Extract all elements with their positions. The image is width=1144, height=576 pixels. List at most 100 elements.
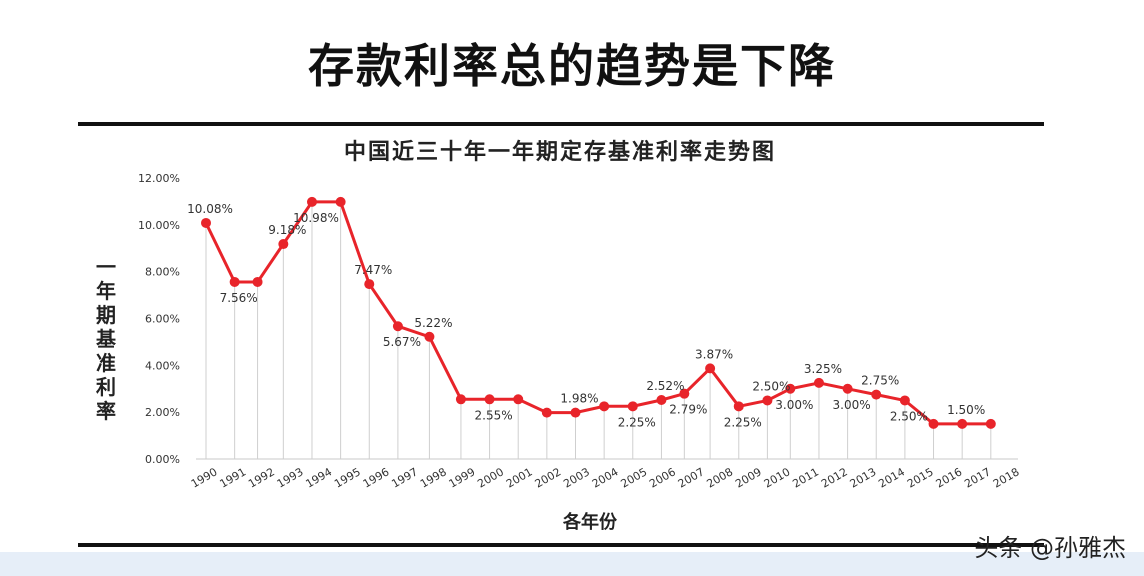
- data-point: [813, 377, 824, 388]
- data-label: 3.87%: [695, 347, 733, 361]
- bottom-band: [0, 552, 1144, 576]
- y-tick-label: 8.00%: [145, 266, 180, 279]
- data-markers: [201, 196, 996, 429]
- data-label: 2.25%: [724, 415, 762, 429]
- data-point: [785, 383, 796, 394]
- x-tick-label: 2002: [533, 465, 564, 490]
- x-tick-label: 1993: [275, 465, 306, 490]
- data-point: [364, 279, 375, 290]
- x-tick-label: 1992: [246, 465, 277, 490]
- x-tick-label: 2012: [819, 465, 850, 490]
- x-tick-label: 2005: [619, 465, 650, 490]
- data-label: 2.55%: [475, 408, 513, 422]
- data-point: [957, 418, 968, 429]
- data-label: 7.56%: [220, 291, 258, 305]
- x-tick-label: 2010: [762, 465, 793, 490]
- data-label: 2.79%: [669, 403, 707, 417]
- data-label: 1.50%: [947, 403, 985, 417]
- x-tick-label: 2004: [590, 465, 621, 490]
- data-label: 7.47%: [354, 263, 392, 277]
- data-labels: 10.08% 7.56% 9.18%10.98% 7.47% 5.67% 5.22% 2.5…: [187, 202, 985, 429]
- x-axis: 1990199119921993199419951996199719981999…: [189, 458, 1022, 491]
- bottom-divider: [78, 543, 1044, 547]
- data-point: [484, 394, 495, 405]
- data-point: [541, 407, 552, 418]
- y-axis: 0.00% 2.00% 4.00% 6.00% 8.00% 10.00% 12.00%: [138, 172, 180, 466]
- y-tick-label: 10.00%: [138, 219, 180, 232]
- x-tick-label: 2009: [733, 465, 764, 490]
- data-point: [842, 383, 853, 394]
- data-label: 3.00%: [775, 398, 813, 412]
- x-tick-label: 1995: [332, 465, 363, 490]
- data-label: 5.22%: [414, 316, 452, 330]
- x-tick-label: 2016: [934, 465, 965, 490]
- x-tick-label: 1994: [303, 465, 334, 490]
- data-point: [335, 196, 346, 207]
- x-tick-label: 2017: [962, 465, 993, 490]
- data-point: [252, 276, 263, 287]
- data-point: [762, 395, 773, 406]
- x-tick-label: 2014: [876, 465, 907, 490]
- data-point: [513, 394, 524, 405]
- data-point: [455, 394, 466, 405]
- data-point: [679, 388, 690, 399]
- data-point: [306, 196, 317, 207]
- data-label: 2.50%: [890, 409, 928, 423]
- y-tick-label: 12.00%: [138, 172, 180, 185]
- x-axis-title: 各年份: [562, 511, 618, 533]
- x-tick-label: 2007: [676, 465, 707, 490]
- x-tick-label: 1997: [389, 465, 420, 490]
- data-label: 1.98%: [560, 392, 598, 406]
- y-tick-label: 2.00%: [145, 406, 180, 419]
- x-tick-label: 2018: [991, 465, 1022, 490]
- x-tick-label: 2008: [704, 465, 735, 490]
- x-tick-label: 2015: [905, 465, 936, 490]
- x-tick-label: 2006: [647, 465, 678, 490]
- data-point: [278, 239, 289, 250]
- x-tick-label: 1990: [189, 465, 220, 490]
- data-point: [705, 363, 716, 374]
- chart-title: 中国近三十年一年期定存基准利率走势图: [344, 139, 776, 165]
- data-point: [928, 418, 939, 429]
- data-point: [201, 217, 211, 228]
- x-tick-label: 2011: [790, 465, 821, 490]
- x-tick-label: 2013: [848, 465, 879, 490]
- data-point: [392, 321, 403, 332]
- data-point: [424, 331, 435, 342]
- x-tick-label: 1991: [218, 465, 249, 490]
- x-tick-label: 1998: [418, 465, 449, 490]
- data-label: 5.67%: [383, 335, 421, 349]
- x-tick-label: 2003: [561, 465, 592, 490]
- data-point: [570, 407, 581, 418]
- y-tick-label: 6.00%: [145, 313, 180, 326]
- data-label: 10.08%: [187, 202, 233, 216]
- watermark: 头条 @孙雅杰: [974, 534, 1126, 562]
- data-label: 3.00%: [833, 398, 871, 412]
- x-tick-label: 1996: [361, 465, 392, 490]
- series-line: [204, 200, 991, 426]
- data-point: [229, 276, 240, 287]
- top-divider: [78, 122, 1044, 126]
- data-label: 2.52%: [646, 379, 684, 393]
- data-label: 9.18%: [268, 223, 306, 237]
- y-axis-title: 一年期基准利率: [96, 255, 116, 423]
- data-point: [656, 394, 667, 405]
- data-point: [871, 389, 882, 400]
- data-point: [599, 401, 610, 412]
- x-tick-label: 2001: [504, 465, 535, 490]
- data-label: 10.98%: [293, 211, 339, 225]
- data-point: [899, 395, 910, 406]
- page-headline: 存款利率总的趋势是下降: [308, 39, 836, 93]
- data-point: [733, 401, 744, 412]
- data-label: 3.25%: [804, 362, 842, 376]
- data-point: [627, 401, 638, 412]
- drop-lines: [205, 201, 992, 459]
- data-label: 2.75%: [861, 374, 899, 388]
- data-label: 2.50%: [752, 379, 790, 393]
- data-label: 2.25%: [618, 415, 656, 429]
- x-tick-label: 2000: [475, 465, 506, 490]
- y-tick-label: 4.00%: [145, 359, 180, 372]
- data-point: [985, 418, 996, 429]
- x-tick-label: 1999: [447, 465, 478, 490]
